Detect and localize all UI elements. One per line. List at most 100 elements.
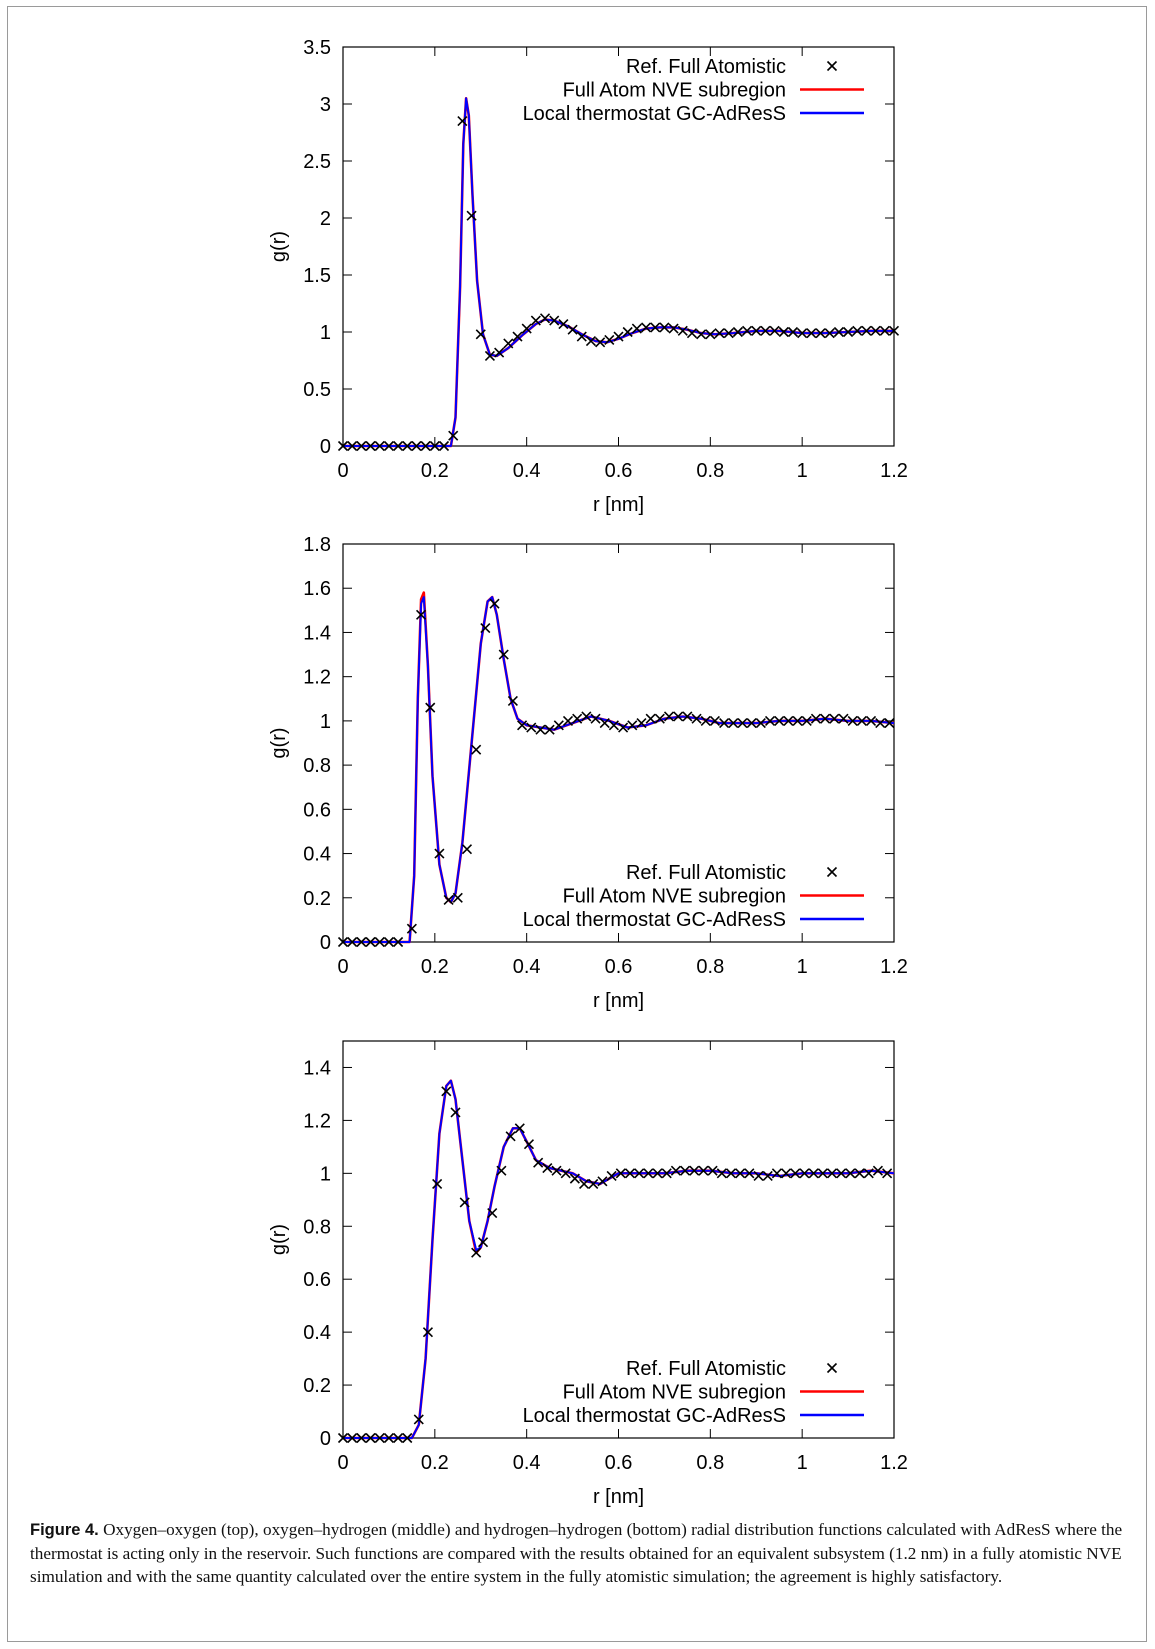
chart0-ref-marker [843,326,854,338]
chart2-ref-marker [441,1086,452,1097]
chart2-ref-marker [356,1432,367,1444]
chart1-ref-marker [356,936,367,948]
chart0-ref-marker [686,328,698,339]
chart0-legend-marker [826,60,838,72]
chart1-ref-marker [526,722,537,733]
chart1-ytick-label: 0.8 [303,755,331,777]
chart2-ref-marker [872,1165,883,1176]
chart2-ref-marker [845,1168,856,1179]
chart0-ref-marker [742,325,753,336]
chart1-legend-label: Local thermostat GC-AdResS [523,909,786,931]
chart0-ref-marker [567,324,578,335]
chart1-ytick-label: 0.6 [303,799,331,821]
chart2-ref-marker [337,1432,349,1444]
chart0-ref-marker [769,325,780,336]
chart0-ref-marker [549,315,560,326]
chart0-ref-marker [732,326,743,338]
chart2-ref-marker [374,1432,385,1444]
chart0-ref-marker [888,325,900,336]
chart1-ref-marker [498,649,509,660]
chart0-ref-marker [411,440,422,452]
chart0-ref-marker [751,325,762,336]
chart0-ref-marker [347,440,358,452]
chart1-legend-label: Full Atom NVE subregion [563,886,786,908]
chart2-ref-marker [836,1168,847,1179]
chart1-y-axis-label: g(r) [268,727,290,758]
chart0-ref-marker [760,325,771,336]
chart0-xtick-label: 0.8 [696,460,724,482]
chart2-ref-marker [771,1168,782,1179]
chart0-ref-marker [539,313,551,324]
chart1-ref-marker [599,718,610,729]
chart2-ref-marker [882,1168,893,1179]
chart0-ytick-label: 1.5 [303,265,331,287]
chart2-ref-marker [670,1165,681,1176]
chart1-ref-marker [838,713,849,724]
chart2-legend-label: Ref. Full Atomistic [626,1358,786,1380]
chart0-ref-marker [484,350,495,362]
chart0-ref-marker [494,347,505,358]
chart1-ref-marker [443,894,454,906]
chart1-ref-marker [544,724,555,735]
chart1-ref-marker [636,718,647,729]
chart1-ref-marker [829,713,840,724]
chart1-ref-marker [856,715,867,726]
chart1-ref-marker [415,609,427,620]
chart1-ref-marker [590,713,601,724]
chart0-ref-marker [650,322,661,333]
chart1-xtick-label: 1.2 [880,956,908,978]
chart1-ref-marker [700,715,711,726]
chart0-ref-marker [668,323,679,334]
chart0-ytick-label: 3 [320,94,331,116]
chart0-ref-marker [604,334,615,346]
chart1-ref-marker [884,718,895,729]
chart0-ref-marker [677,325,688,336]
chart0-ref-marker [861,325,872,336]
chart2-ref-marker [393,1432,404,1444]
chart2-ref-marker [781,1168,792,1179]
chart2-ytick-label: 0.6 [303,1269,331,1291]
chart1-ref-marker [682,711,693,722]
chart2-ref-marker [597,1176,608,1187]
chart2-ytick-label: 0.8 [303,1216,331,1238]
chart0-ref-marker [705,329,716,340]
chart0-ref-marker [787,326,799,338]
chart2-ref-marker [707,1165,718,1176]
chart2-ref-marker [634,1168,645,1179]
chart2-ref-marker [799,1168,810,1179]
chart0-ref-marker [365,440,376,452]
chart2-ref-marker [432,1178,443,1189]
chart1-ref-marker [581,711,592,722]
chart2-y-axis-label: g(r) [268,1224,290,1255]
chart1-ref-marker [755,718,766,729]
chart0-x-axis-label: r [nm] [593,494,644,516]
chart1-ref-marker [480,622,491,634]
chart1-ytick-label: 1.4 [303,622,331,644]
chart1-ref-marker [663,711,675,722]
chart0-ref-marker [797,328,808,339]
chart2-ref-marker [505,1131,516,1142]
chart1-ref-marker [393,936,404,948]
chart0-ref-marker [613,331,624,342]
chart1-xtick-label: 0.6 [605,956,633,978]
chart2-ytick-label: 0 [320,1428,331,1450]
chart2-ytick-label: 1.2 [303,1110,331,1132]
chart0-ref-marker [576,331,587,342]
chart0-ref-marker [806,328,817,339]
chart0-xtick-label: 0.4 [513,460,541,482]
chart0-ref-marker [714,328,725,339]
chart1-legend-label: Ref. Full Atomistic [626,862,786,884]
chart1-ref-marker [719,718,730,729]
chart1-x-axis-label: r [nm] [593,990,644,1012]
chart0-xtick-label: 1.2 [880,460,908,482]
chart0-ytick-label: 0 [320,436,331,458]
chart0-ref-marker [852,325,863,336]
chart1-ref-marker [425,702,436,713]
chart0-ref-marker [337,440,349,452]
chart0-ref-marker [824,328,835,339]
chart1-ref-marker [383,936,394,948]
chart1-ref-marker [691,713,702,724]
chart2-ref-marker [413,1414,424,1425]
chart2-ref-marker [459,1197,470,1208]
